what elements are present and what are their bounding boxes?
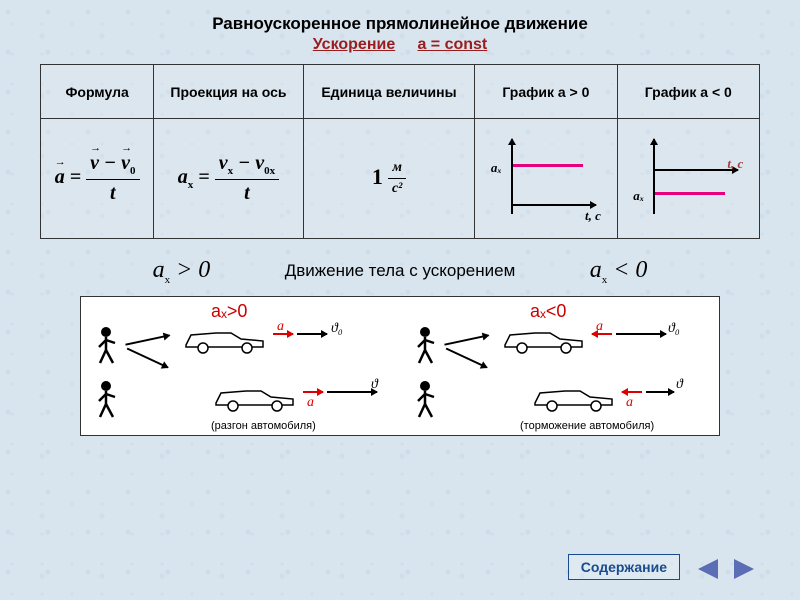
v-label: ϑ [371,377,378,393]
graph-negative: aₓ t, c [633,134,743,224]
a-label: a [596,319,603,335]
col-header: Формула [41,65,154,119]
subtitle-label: Ускорение [313,36,395,53]
graph-negative-cell: aₓ t, c [617,119,759,239]
car-icon [211,385,301,413]
unit-bot: с² [388,179,406,197]
unit-value: 1 [372,164,383,189]
pointer-arrow [125,334,169,345]
person-icon [91,379,121,419]
ax-neg-label: aₓ<0 [530,301,566,322]
graph-positive-cell: aₓ t, c [475,119,617,239]
graph-positive: aₓ t, c [491,134,601,224]
formula-table: Формула Проекция на ось Единица величины… [40,64,760,239]
unit-cell: 1 м с² [303,119,475,239]
ax-pos-label: aₓ>0 [211,301,247,322]
col-header: График a > 0 [475,65,617,119]
caption-accel: (разгон автомобиля) [211,420,316,432]
x-axis-label: t, c [727,156,743,172]
subtitle-formula: а = const [417,36,487,53]
next-button[interactable] [730,556,758,582]
accel-vector [622,391,642,393]
a-label: a [626,395,633,411]
col-header: График a < 0 [617,65,759,119]
velocity-vector [297,333,327,335]
motion-diagram: aₓ>0 a ϑ₀ a ϑ (разгон автомобиля) aₓ<0 [80,296,720,436]
a-label: a [277,319,284,335]
person-icon [410,379,440,419]
motion-caption: Движение тела с ускорением [285,261,516,281]
person-icon [91,325,121,365]
v-label: ϑ [676,377,683,393]
projection-cell: ax = vx − v0x t [154,119,303,239]
expr-neg: ax < 0 [590,257,648,286]
v0-label: ϑ₀ [331,321,343,337]
page-title: Равноускоренное прямолинейное движение [0,0,800,34]
pointer-arrow [127,347,169,368]
accel-vector [303,391,323,393]
velocity-vector [327,391,377,393]
diagram-left: aₓ>0 a ϑ₀ a ϑ (разгон автомобиля) [81,297,400,435]
car-icon [530,385,620,413]
prev-button[interactable] [694,556,722,582]
pointer-arrow [444,334,488,345]
y-axis-label: aₓ [491,160,502,176]
v0-label: ϑ₀ [668,321,680,337]
diagram-right: aₓ<0 a ϑ₀ a ϑ (торможение автомобиля) [400,297,719,435]
col-header: Проекция на ось [154,65,303,119]
velocity-vector [646,391,674,393]
caption-decel: (торможение автомобиля) [520,420,654,432]
col-header: Единица величины [303,65,475,119]
unit-top: м [388,160,406,179]
expr-pos: ax > 0 [153,257,211,286]
car-icon [500,327,590,355]
car-icon [181,327,271,355]
pointer-arrow [446,347,488,368]
mid-row: ax > 0 Движение тела с ускорением ax < 0 [0,257,800,286]
y-axis-label: aₓ [633,188,644,204]
formula-cell: a = v − v0 t [41,119,154,239]
subtitle: Ускорение а = const [0,36,800,54]
person-icon [410,325,440,365]
x-axis-label: t, c [585,208,601,224]
a-label: a [307,395,314,411]
velocity-vector [616,333,666,335]
contents-button[interactable]: Содержание [568,554,680,580]
